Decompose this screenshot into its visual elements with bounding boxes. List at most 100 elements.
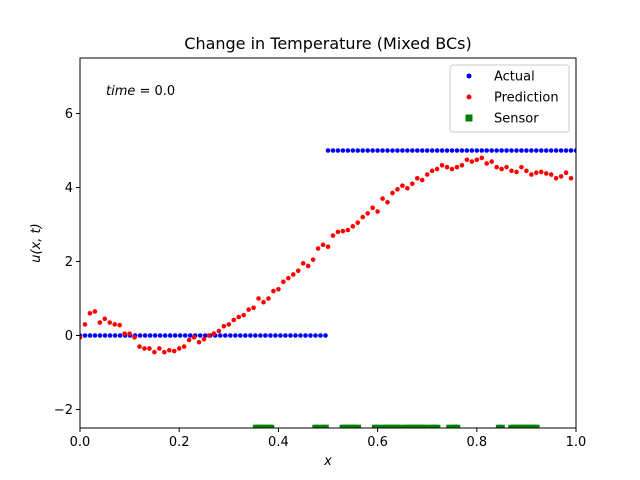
sensor-point bbox=[322, 424, 329, 428]
actual-point bbox=[410, 148, 415, 153]
prediction-point bbox=[499, 166, 504, 172]
actual-point bbox=[385, 148, 390, 153]
actual-point bbox=[529, 148, 534, 153]
prediction-point bbox=[340, 228, 346, 234]
prediction-point bbox=[410, 181, 415, 187]
actual-point bbox=[323, 333, 328, 338]
prediction-point bbox=[385, 200, 390, 205]
actual-point bbox=[489, 148, 494, 153]
prediction-point bbox=[271, 288, 276, 294]
prediction-point bbox=[162, 349, 167, 355]
prediction-point bbox=[568, 175, 574, 181]
prediction-point bbox=[494, 164, 499, 170]
prediction-point bbox=[132, 335, 137, 340]
actual-point bbox=[152, 333, 158, 338]
actual-point bbox=[263, 333, 268, 338]
actual-point bbox=[553, 148, 559, 153]
actual-point bbox=[197, 333, 203, 338]
prediction-point bbox=[176, 346, 182, 351]
legend-label-prediction: Prediction bbox=[494, 91, 559, 106]
actual-point bbox=[177, 333, 183, 338]
prediction-point bbox=[221, 323, 227, 329]
actual-point bbox=[538, 148, 544, 153]
sensor-point bbox=[433, 424, 441, 428]
prediction-point bbox=[246, 307, 251, 312]
actual-point bbox=[147, 333, 153, 338]
legend-label-actual: Actual bbox=[494, 70, 535, 85]
prediction-point bbox=[439, 163, 445, 168]
prediction-point bbox=[152, 349, 157, 355]
actual-point bbox=[429, 148, 435, 153]
actual-point bbox=[162, 333, 168, 338]
actual-point bbox=[223, 333, 228, 338]
prediction-point bbox=[191, 335, 197, 340]
actual-point bbox=[444, 148, 450, 153]
prediction-point bbox=[538, 169, 544, 175]
time-annotation-value: = 0.0 bbox=[135, 84, 175, 99]
prediction-point bbox=[548, 172, 554, 177]
prediction-point bbox=[216, 328, 222, 334]
sensor-point bbox=[498, 424, 505, 428]
prediction-point bbox=[186, 337, 192, 343]
prediction-point bbox=[370, 205, 375, 211]
actual-point bbox=[534, 148, 539, 153]
actual-point bbox=[345, 148, 351, 153]
prediction-point bbox=[276, 286, 281, 292]
actual-point bbox=[519, 148, 524, 153]
actual-point bbox=[303, 333, 308, 338]
prediction-point bbox=[375, 209, 380, 214]
x-tick-label: 1.0 bbox=[566, 435, 587, 450]
actual-point bbox=[238, 333, 243, 338]
sensor-point bbox=[267, 424, 275, 428]
prediction-point bbox=[563, 170, 569, 175]
actual-point bbox=[479, 148, 485, 153]
y-tick-label: −2 bbox=[54, 403, 73, 418]
prediction-point bbox=[424, 172, 430, 177]
markers-layer bbox=[80, 148, 576, 428]
actual-point bbox=[400, 148, 405, 153]
y-axis-label: u(x, t) bbox=[29, 223, 44, 262]
prediction-point bbox=[529, 172, 534, 177]
actual-point bbox=[325, 148, 331, 153]
actual-point bbox=[355, 148, 361, 153]
actual-point bbox=[268, 333, 273, 338]
actual-point bbox=[390, 148, 395, 153]
actual-point bbox=[454, 148, 460, 153]
prediction-point bbox=[543, 171, 549, 176]
prediction-point bbox=[395, 187, 400, 192]
prediction-point bbox=[484, 161, 490, 166]
prediction-point bbox=[429, 168, 435, 174]
actual-point bbox=[92, 333, 98, 338]
x-tick-label: 0.0 bbox=[70, 435, 91, 450]
prediction-point bbox=[281, 279, 286, 285]
actual-point bbox=[484, 148, 490, 153]
prediction-point bbox=[534, 170, 539, 175]
x-tick-label: 0.8 bbox=[466, 435, 487, 450]
prediction-point bbox=[300, 261, 306, 266]
prediction-point bbox=[444, 164, 450, 170]
prediction-point bbox=[107, 320, 113, 325]
actual-point bbox=[459, 148, 465, 153]
legend: Actual Prediction Sensor bbox=[449, 64, 570, 133]
actual-point bbox=[298, 333, 303, 338]
prediction-point bbox=[489, 159, 494, 164]
prediction-point bbox=[295, 268, 301, 274]
actual-point bbox=[449, 148, 455, 153]
prediction-point bbox=[157, 346, 162, 351]
y-tick-label: 0 bbox=[65, 329, 73, 344]
prediction-point bbox=[325, 244, 331, 249]
actual-point bbox=[504, 148, 509, 153]
prediction-point bbox=[166, 348, 172, 353]
prediction-point bbox=[201, 336, 207, 342]
prediction-point bbox=[355, 220, 361, 225]
actual-point bbox=[439, 148, 445, 153]
sensor-point bbox=[374, 424, 381, 428]
prediction-point bbox=[509, 168, 514, 174]
prediction-point bbox=[514, 169, 519, 175]
actual-point bbox=[568, 148, 574, 153]
sensor-point bbox=[421, 424, 428, 428]
legend-label-sensor: Sensor bbox=[494, 112, 539, 127]
actual-point bbox=[137, 333, 143, 338]
prediction-point bbox=[261, 299, 266, 305]
actual-point bbox=[365, 148, 370, 153]
